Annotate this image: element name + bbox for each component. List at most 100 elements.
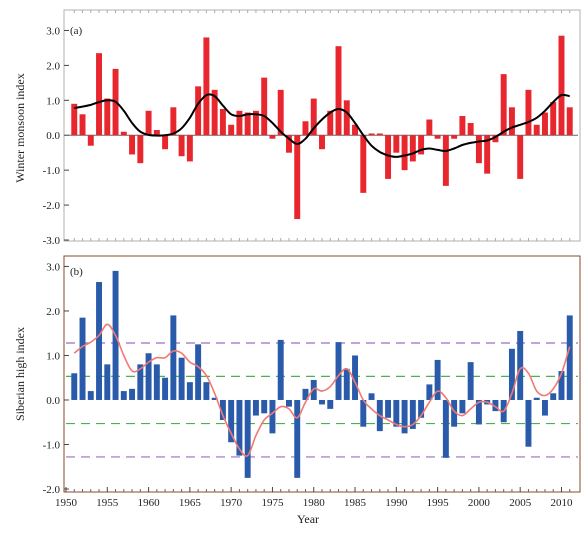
- panel-b-smooth-line: [73, 323, 571, 457]
- bar: [269, 399, 276, 434]
- bar: [352, 124, 359, 136]
- bar: [368, 393, 375, 400]
- bar: [252, 399, 259, 416]
- x-tick-label: 1975: [261, 497, 284, 509]
- y-tick-label: -1.0: [43, 165, 61, 177]
- bar: [475, 135, 482, 164]
- bar: [442, 135, 449, 186]
- x-tick-label: 1990: [385, 497, 408, 509]
- bar: [87, 391, 94, 400]
- bar: [508, 348, 515, 400]
- bar: [327, 110, 334, 136]
- bar: [178, 135, 185, 157]
- bar: [434, 359, 441, 400]
- bar: [550, 393, 557, 400]
- bar: [129, 135, 136, 155]
- y-tick-label: 2.0: [46, 306, 60, 318]
- bar: [294, 399, 301, 478]
- bar: [120, 131, 127, 136]
- bar: [541, 399, 548, 416]
- bar: [162, 377, 169, 400]
- bar: [393, 135, 400, 153]
- bar: [409, 399, 416, 429]
- bar: [459, 116, 466, 136]
- bar: [145, 353, 152, 400]
- y-tick-label: -3.0: [43, 235, 61, 247]
- bar: [533, 124, 540, 136]
- bar: [566, 315, 573, 400]
- x-tick-label: 1980: [303, 497, 326, 509]
- bar: [129, 388, 136, 400]
- bar: [327, 399, 334, 409]
- bar: [434, 135, 441, 139]
- bar: [550, 102, 557, 136]
- bar: [426, 384, 433, 400]
- bar: [426, 119, 433, 136]
- bar: [219, 399, 226, 421]
- bar: [96, 53, 103, 136]
- panel-b: (b) 3.0 2.0 1.0 0.0 -1.0 -2.0 1950 1955 1960 196…: [13, 255, 581, 526]
- y-tick-label: -2.0: [43, 200, 61, 212]
- bar: [211, 397, 218, 400]
- bar: [71, 103, 78, 136]
- y-tick-label: 3.0: [46, 261, 60, 273]
- panel-b-reference-lines: [66, 342, 578, 458]
- bar: [261, 399, 268, 414]
- bar: [459, 399, 466, 414]
- x-tick-label: 1985: [344, 497, 367, 509]
- bar: [500, 74, 507, 136]
- bar: [492, 135, 499, 143]
- bar: [319, 135, 325, 150]
- y-tick-label: 2.0: [46, 60, 60, 72]
- bar: [385, 135, 392, 179]
- bar: [541, 112, 548, 136]
- y-tick-label: 1.0: [46, 350, 60, 362]
- bar: [104, 98, 111, 136]
- x-tick-label: 1965: [179, 497, 202, 509]
- bar: [335, 342, 342, 400]
- x-axis-label: Year: [297, 512, 319, 526]
- x-tick-label: 2000: [468, 497, 491, 509]
- bar: [120, 391, 127, 400]
- bar: [335, 46, 342, 136]
- bar: [261, 77, 268, 136]
- panel-a-label: (a): [70, 25, 83, 37]
- bar: [153, 364, 160, 400]
- bar: [310, 98, 317, 136]
- bar: [153, 130, 160, 136]
- bar: [285, 399, 292, 407]
- bar: [203, 37, 210, 136]
- bar: [252, 110, 259, 136]
- bar: [368, 133, 375, 136]
- bar: [418, 135, 425, 155]
- bar: [285, 135, 292, 153]
- y-tick-label: 3.0: [46, 25, 60, 37]
- bar: [137, 135, 144, 164]
- x-tick-label: 1995: [427, 497, 450, 509]
- bar: [145, 110, 152, 136]
- bar: [484, 135, 491, 174]
- bar: [104, 364, 111, 400]
- bar: [401, 399, 408, 434]
- panel-b-y-axis-label: Siberian high index: [13, 327, 27, 421]
- bar: [294, 135, 301, 220]
- bar: [467, 123, 474, 136]
- panel-a-edge-ticks: [73, 10, 571, 241]
- bar: [170, 315, 177, 400]
- bar: [566, 107, 573, 136]
- bar: [517, 330, 524, 400]
- y-tick-label: 1.0: [46, 95, 60, 107]
- bar: [343, 368, 350, 400]
- x-tick-label: 1970: [220, 497, 243, 509]
- x-tick-label: 1955: [96, 497, 119, 509]
- bar: [195, 344, 202, 400]
- bar: [137, 364, 144, 400]
- bar: [302, 388, 309, 400]
- bar: [343, 100, 350, 136]
- bar: [409, 135, 416, 162]
- bar: [236, 110, 243, 136]
- bar: [244, 112, 251, 136]
- bar: [79, 317, 86, 400]
- bar: [211, 89, 218, 136]
- bar: [525, 89, 532, 136]
